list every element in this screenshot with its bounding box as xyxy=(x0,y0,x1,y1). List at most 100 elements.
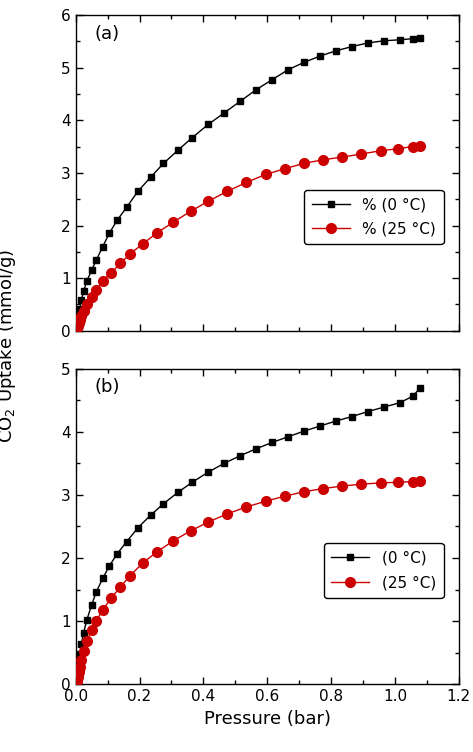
% (25 °C) xyxy=(282,164,288,173)
(0 °C) xyxy=(76,659,81,668)
(0 °C) xyxy=(114,549,120,558)
% (0 °C) xyxy=(81,287,87,296)
(0 °C) xyxy=(77,650,83,659)
% (0 °C) xyxy=(75,317,80,326)
(25 °C) xyxy=(170,536,176,545)
(25 °C) xyxy=(73,678,79,687)
% (0 °C) xyxy=(333,47,339,56)
% (25 °C) xyxy=(395,144,401,153)
% (25 °C) xyxy=(73,325,79,334)
% (25 °C) xyxy=(378,147,384,156)
% (25 °C) xyxy=(188,207,193,216)
% (0 °C) xyxy=(148,173,154,182)
% (0 °C) xyxy=(410,34,415,43)
(0 °C) xyxy=(100,574,105,583)
(25 °C) xyxy=(359,480,364,489)
(25 °C) xyxy=(301,487,307,496)
% (0 °C) xyxy=(221,108,227,117)
% (25 °C) xyxy=(77,316,83,325)
Line: (0 °C): (0 °C) xyxy=(72,384,424,685)
% (0 °C) xyxy=(73,324,79,333)
% (0 °C) xyxy=(189,133,195,142)
% (25 °C) xyxy=(263,170,269,179)
(0 °C) xyxy=(410,392,415,401)
(0 °C) xyxy=(81,628,87,637)
(0 °C) xyxy=(269,438,275,447)
(25 °C) xyxy=(84,637,90,646)
(0 °C) xyxy=(74,672,79,681)
(25 °C) xyxy=(410,477,415,486)
(0 °C) xyxy=(285,432,291,441)
(25 °C) xyxy=(418,477,423,486)
(25 °C) xyxy=(282,492,288,501)
% (0 °C) xyxy=(301,58,307,67)
(0 °C) xyxy=(124,537,130,546)
(25 °C) xyxy=(81,647,87,656)
(0 °C) xyxy=(333,417,339,426)
% (25 °C) xyxy=(89,292,95,301)
(25 °C) xyxy=(79,655,84,664)
(25 °C) xyxy=(188,526,193,535)
% (25 °C) xyxy=(81,306,87,315)
(25 °C) xyxy=(117,583,123,592)
(0 °C) xyxy=(94,587,99,596)
(25 °C) xyxy=(154,547,160,556)
(0 °C) xyxy=(418,383,423,392)
% (0 °C) xyxy=(74,321,79,330)
% (0 °C) xyxy=(89,265,95,274)
(0 °C) xyxy=(106,562,112,571)
% (0 °C) xyxy=(365,38,371,47)
% (0 °C) xyxy=(381,36,386,45)
% (25 °C) xyxy=(117,259,123,268)
% (0 °C) xyxy=(76,311,81,320)
% (0 °C) xyxy=(94,255,99,264)
% (25 °C) xyxy=(418,141,423,150)
% (0 °C) xyxy=(84,276,90,285)
(0 °C) xyxy=(75,666,80,675)
(25 °C) xyxy=(108,594,114,603)
% (25 °C) xyxy=(170,218,176,227)
% (25 °C) xyxy=(84,300,90,309)
(25 °C) xyxy=(140,559,146,568)
% (25 °C) xyxy=(205,197,211,206)
(25 °C) xyxy=(378,478,384,487)
Text: (a): (a) xyxy=(95,25,120,43)
Line: % (0 °C): % (0 °C) xyxy=(72,35,424,332)
% (25 °C) xyxy=(154,229,160,238)
(0 °C) xyxy=(84,615,90,624)
Text: CO$_2$ Uptake (mmol/g): CO$_2$ Uptake (mmol/g) xyxy=(0,249,18,443)
% (25 °C) xyxy=(140,239,146,248)
% (25 °C) xyxy=(127,250,133,259)
(25 °C) xyxy=(205,517,211,526)
% (0 °C) xyxy=(77,304,83,313)
(0 °C) xyxy=(365,407,371,416)
% (0 °C) xyxy=(285,65,291,74)
% (0 °C) xyxy=(253,85,259,94)
Legend: (0 °C), (25 °C): (0 °C), (25 °C) xyxy=(324,543,444,598)
% (25 °C) xyxy=(359,150,364,159)
(0 °C) xyxy=(161,499,166,508)
(0 °C) xyxy=(89,600,95,609)
(25 °C) xyxy=(225,509,230,518)
% (0 °C) xyxy=(349,42,355,51)
(0 °C) xyxy=(397,399,403,408)
(25 °C) xyxy=(75,672,80,681)
(25 °C) xyxy=(244,502,249,511)
% (25 °C) xyxy=(76,319,81,328)
% (25 °C) xyxy=(320,155,326,164)
(25 °C) xyxy=(340,481,345,490)
Line: % (25 °C): % (25 °C) xyxy=(71,141,425,335)
(0 °C) xyxy=(381,402,386,411)
(25 °C) xyxy=(263,497,269,506)
% (0 °C) xyxy=(100,242,105,251)
(0 °C) xyxy=(73,678,79,687)
(25 °C) xyxy=(94,616,99,625)
% (0 °C) xyxy=(106,229,112,238)
(0 °C) xyxy=(237,451,243,460)
(25 °C) xyxy=(395,478,401,487)
% (0 °C) xyxy=(237,97,243,106)
% (25 °C) xyxy=(410,142,415,151)
% (0 °C) xyxy=(79,296,84,305)
(25 °C) xyxy=(76,668,81,677)
(0 °C) xyxy=(175,488,181,497)
